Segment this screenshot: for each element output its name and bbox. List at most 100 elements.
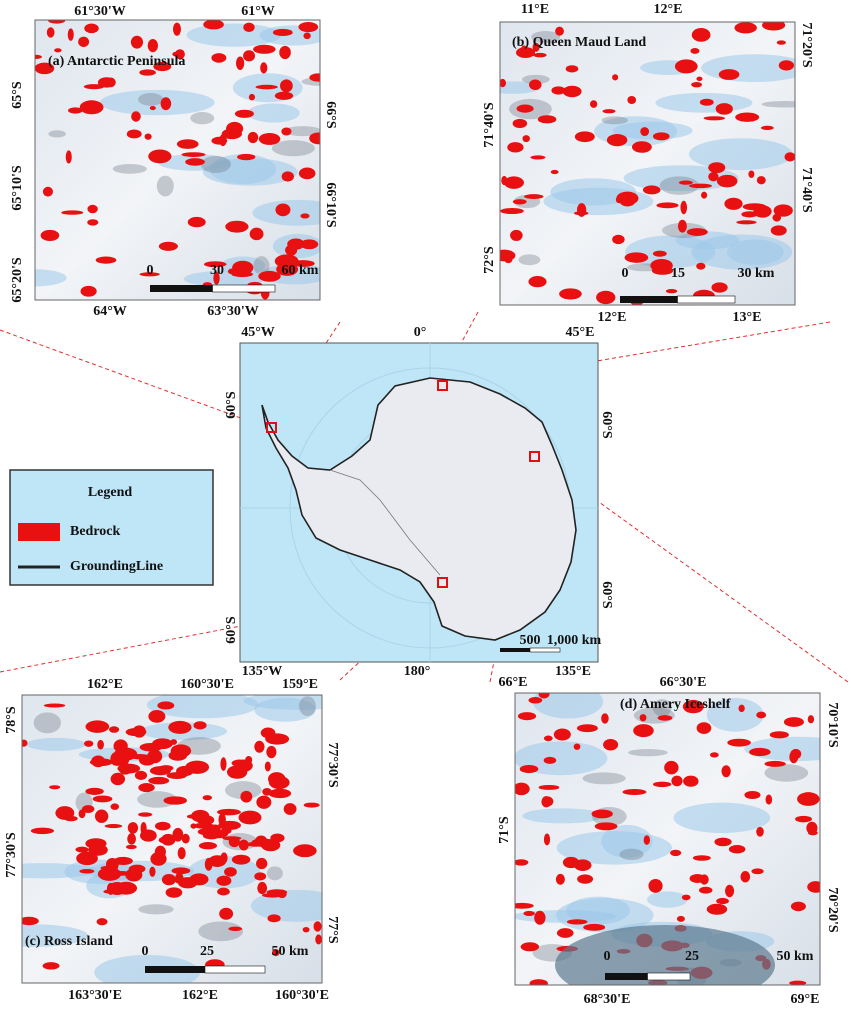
bedrock bbox=[80, 285, 97, 297]
bedrock bbox=[512, 118, 528, 129]
bedrock bbox=[677, 219, 687, 233]
imagery bbox=[35, 20, 320, 300]
bedrock bbox=[160, 97, 172, 111]
bedrock bbox=[127, 833, 136, 845]
coordinate-label: 66°E bbox=[499, 675, 528, 690]
shadow bbox=[138, 904, 174, 915]
shadow bbox=[156, 175, 174, 197]
bedrock bbox=[213, 271, 220, 285]
bedrock bbox=[680, 200, 688, 215]
bedrock bbox=[528, 276, 547, 288]
bedrock bbox=[170, 744, 192, 758]
bedrock bbox=[576, 724, 598, 733]
bedrock bbox=[770, 225, 787, 236]
bedrock bbox=[627, 95, 637, 105]
glacier bbox=[35, 269, 67, 287]
glacier bbox=[706, 697, 764, 732]
bedrock bbox=[97, 739, 104, 750]
panel-frame bbox=[499, 21, 796, 306]
bedrock bbox=[736, 220, 757, 225]
bedrock bbox=[703, 116, 726, 121]
bedrock bbox=[807, 715, 815, 724]
bedrock bbox=[104, 823, 123, 829]
bedrock bbox=[138, 812, 153, 817]
bedrock bbox=[68, 107, 83, 114]
bedrock bbox=[756, 711, 767, 719]
bedrock bbox=[218, 820, 241, 830]
glacier bbox=[673, 802, 771, 834]
bedrock bbox=[778, 60, 795, 71]
bedrock bbox=[65, 150, 72, 164]
bedrock bbox=[163, 796, 187, 805]
glacier bbox=[99, 89, 215, 116]
bedrock bbox=[224, 867, 237, 877]
bedrock bbox=[154, 821, 171, 831]
bedrock bbox=[270, 833, 285, 843]
labels: Legend Bedrock GroundingLine 45°W 0° 45°E 135°… bbox=[4, 2, 840, 1007]
bedrock bbox=[748, 170, 755, 178]
bedrock bbox=[272, 28, 293, 37]
bedrock bbox=[652, 781, 672, 788]
bedrock bbox=[555, 26, 564, 36]
bedrock bbox=[111, 871, 131, 876]
glacier bbox=[254, 697, 316, 722]
coordinate-label: 60°S bbox=[599, 581, 614, 609]
bedrock bbox=[601, 713, 609, 724]
bedrock bbox=[266, 745, 277, 759]
bedrock bbox=[507, 142, 524, 153]
coordinate-label: 163°30'E bbox=[68, 988, 122, 1003]
coordinate-label: 135°W bbox=[242, 664, 283, 679]
bedrock bbox=[46, 27, 55, 38]
panel-frame bbox=[21, 694, 323, 984]
coordinate-label: 64°W bbox=[93, 304, 127, 319]
bedrock bbox=[556, 928, 574, 938]
title: (a) Antarctic Peninsula bbox=[48, 54, 185, 69]
bedrock bbox=[529, 79, 542, 90]
bedrock bbox=[79, 868, 95, 874]
bedrock bbox=[643, 835, 651, 845]
bedrock bbox=[681, 894, 691, 901]
bedrock bbox=[510, 229, 523, 241]
scale-label: 1,000 km bbox=[547, 633, 602, 648]
coordinate-label: 60°S bbox=[224, 616, 239, 644]
bedrock bbox=[274, 91, 294, 100]
bedrock bbox=[231, 759, 248, 767]
coordinate-label: 65°10'S bbox=[10, 165, 25, 210]
bedrock bbox=[517, 712, 537, 721]
bedrock bbox=[87, 219, 99, 226]
bedrock bbox=[172, 22, 181, 36]
antarctica bbox=[261, 377, 577, 641]
scale-label: 30 bbox=[210, 263, 224, 278]
bedrock bbox=[520, 45, 528, 56]
bedrock bbox=[279, 45, 291, 60]
bedrock bbox=[523, 910, 535, 916]
bedrock bbox=[95, 256, 117, 264]
scale-label: 15 bbox=[671, 266, 685, 281]
bedrock bbox=[110, 772, 126, 786]
bedrock bbox=[149, 106, 156, 111]
bedrock bbox=[542, 796, 554, 807]
bedrock bbox=[642, 185, 661, 195]
shadow bbox=[521, 74, 550, 85]
glacier bbox=[22, 924, 88, 947]
coordinate-label: 135°E bbox=[555, 664, 591, 679]
bedrock bbox=[602, 109, 616, 114]
bedrock bbox=[35, 54, 42, 60]
bedrock bbox=[248, 93, 256, 101]
bedrock bbox=[275, 203, 291, 217]
bedrock bbox=[148, 709, 166, 723]
scale-label: 30 km bbox=[738, 266, 775, 281]
bedrock bbox=[176, 139, 199, 149]
coordinate-label: 159°E bbox=[282, 677, 318, 692]
bedrock bbox=[138, 783, 155, 793]
bedrock bbox=[216, 875, 232, 886]
bedrock bbox=[243, 50, 256, 62]
bedrock bbox=[134, 770, 148, 780]
shadow bbox=[225, 781, 262, 800]
bedrock bbox=[96, 918, 108, 926]
bedrock bbox=[203, 20, 224, 30]
bedrock bbox=[103, 889, 124, 894]
bedrock bbox=[727, 738, 751, 747]
bedrock bbox=[48, 20, 66, 24]
glacier bbox=[26, 737, 86, 751]
